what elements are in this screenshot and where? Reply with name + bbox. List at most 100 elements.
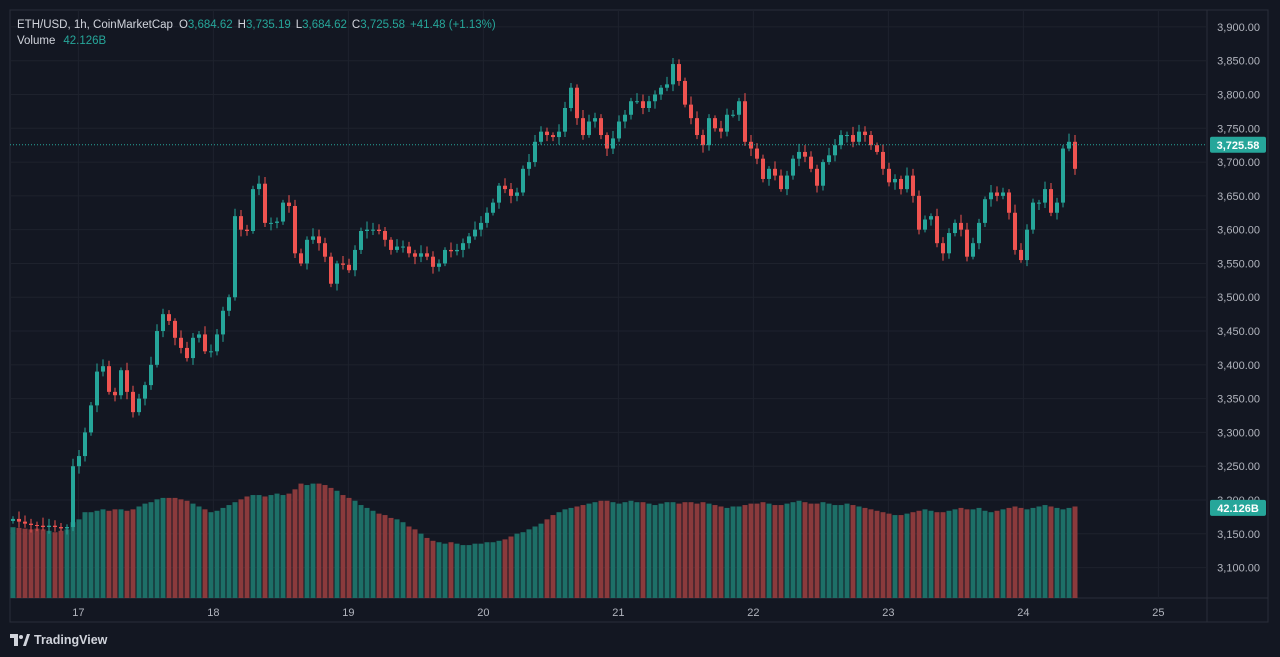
volume-bar <box>754 503 760 598</box>
candle-body <box>695 118 699 136</box>
candle-body <box>23 521 27 524</box>
volume-bars <box>10 483 1078 598</box>
tradingview-logo[interactable]: TradingView <box>10 633 107 647</box>
volume-label[interactable]: Volume <box>17 35 56 47</box>
price-tick-label: 3,550.00 <box>1217 258 1260 270</box>
candle-body <box>989 192 993 200</box>
price-tag <box>1210 136 1266 153</box>
ohlc-row: ETH/USD, 1h, CoinMarketCap O 3,684.62 H 3,… <box>17 17 501 33</box>
candle-body <box>305 239 309 264</box>
volume-bar <box>418 533 424 598</box>
volume-bar <box>124 510 130 598</box>
candle-body <box>719 128 723 132</box>
candle-body <box>683 80 687 105</box>
volume-bar <box>1018 507 1024 598</box>
volume-bar <box>1024 509 1030 598</box>
candle-body <box>617 121 621 139</box>
volume-bar <box>454 543 460 598</box>
candle-body <box>893 178 897 183</box>
volume-bar <box>424 537 430 598</box>
volume-bar <box>340 495 346 598</box>
candle-body <box>1001 192 1005 196</box>
volume-bar <box>448 542 454 598</box>
candle-body <box>119 370 123 396</box>
candle-body <box>797 151 801 159</box>
symbol-title[interactable]: ETH/USD, 1h, CoinMarketCap <box>17 19 173 31</box>
candle-body <box>245 229 249 232</box>
price-axis[interactable]: 3,100.003,150.003,200.003,250.003,300.00… <box>1217 22 1260 575</box>
volume-bar <box>556 512 562 598</box>
candle-body <box>17 518 21 522</box>
time-tick-label: 19 <box>342 607 354 619</box>
candle-body <box>743 101 747 142</box>
candle-body <box>251 189 255 232</box>
volume-bar <box>544 519 550 598</box>
grid-lines <box>9 9 1269 623</box>
volume-bar <box>370 510 376 598</box>
volume-bar <box>34 528 40 598</box>
volume-bar <box>532 526 538 598</box>
price-tick-label: 3,400.00 <box>1217 360 1260 372</box>
volume-bar <box>106 510 112 598</box>
volume-bar <box>994 510 1000 598</box>
candle-body <box>185 347 189 359</box>
volume-bar <box>400 522 406 598</box>
volume-bar <box>976 507 982 598</box>
volume-bar <box>826 503 832 598</box>
candle-body <box>467 236 471 244</box>
candle-body <box>665 84 669 88</box>
candle-body <box>707 118 711 146</box>
candle-body <box>725 114 729 132</box>
volume-bar <box>1054 507 1060 598</box>
candle-body <box>785 175 789 190</box>
candle-body <box>485 212 489 223</box>
time-tick-label: 17 <box>72 607 84 619</box>
volume-bar <box>808 503 814 598</box>
volume-bar <box>724 507 730 598</box>
price-tick-label: 3,350.00 <box>1217 394 1260 406</box>
candle-body <box>341 263 345 265</box>
candle-body <box>299 253 303 264</box>
candle-body <box>455 249 459 252</box>
candle-body <box>569 87 573 108</box>
candle-body <box>47 525 51 528</box>
volume-bar <box>40 529 46 598</box>
candle-body <box>407 246 411 254</box>
candle-body <box>881 151 885 169</box>
volume-bar <box>508 536 514 598</box>
candle-body <box>1055 202 1059 213</box>
volume-bar <box>334 490 340 598</box>
candle-body <box>779 175 783 190</box>
volume-bar <box>538 523 544 598</box>
volume-bar <box>352 500 358 598</box>
candle-body <box>599 118 603 136</box>
close-value: 3,725.58 <box>360 19 405 31</box>
candle-body <box>653 94 657 102</box>
volume-bar <box>256 495 262 598</box>
candle-body <box>59 527 63 529</box>
candle-body <box>347 264 351 271</box>
volume-bar <box>28 529 34 598</box>
volume-bar <box>478 543 484 598</box>
candle-body <box>605 135 609 149</box>
volume-bar <box>16 527 22 598</box>
candle-body <box>563 108 567 132</box>
candle-body <box>533 141 537 163</box>
volume-bar <box>316 483 322 598</box>
candle-body <box>875 145 879 152</box>
candle-body <box>869 135 873 146</box>
candle-body <box>1031 202 1035 230</box>
volume-bar <box>430 540 436 598</box>
volume-bar <box>364 507 370 598</box>
candle-body <box>1013 212 1017 250</box>
volume-bar <box>82 512 88 598</box>
time-axis[interactable]: 17 18 19 20 21 22 23 24 25 <box>72 607 1164 619</box>
volume-tag <box>1210 499 1266 516</box>
volume-bar <box>130 509 136 598</box>
volume-bar <box>190 503 196 598</box>
volume-bar <box>970 509 976 598</box>
volume-bar <box>202 509 208 598</box>
candle-body <box>701 135 705 146</box>
